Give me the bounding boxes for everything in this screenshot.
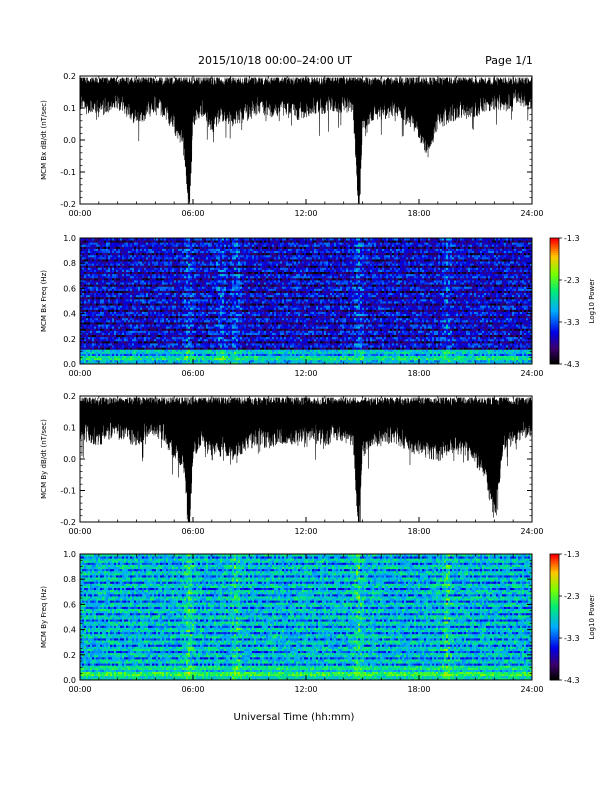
page-indicator: Page 1/1: [485, 54, 533, 67]
y-tick-label: 0.2: [63, 72, 76, 81]
figure: 2015/10/18 00:00–24:00 UT Page 1/1 00:00…: [0, 0, 612, 792]
y-tick-label: -0.1: [60, 168, 76, 177]
x-tick-label: 24:00: [520, 209, 543, 218]
x-tick-label: 00:00: [68, 209, 91, 218]
bx-dbdt-panel: 00:00 06:00 12:00 18:00 24:00 -0.2 -0.1 0.0 0.1 0…: [40, 72, 544, 218]
spectrogram-cells: [80, 238, 532, 364]
figure-title: 2015/10/18 00:00–24:00 UT: [198, 54, 352, 67]
x-tick-label: 06:00: [181, 209, 204, 218]
x-tick-label: 18:00: [407, 209, 430, 218]
y-axis-label: MCM Bx dB/dt (nT/sec): [40, 100, 48, 180]
y-tick-label: -0.2: [60, 200, 76, 209]
y-tick-label: 0.1: [63, 104, 76, 113]
x-tick-label: 12:00: [294, 209, 317, 218]
y-tick-label: 0.0: [63, 136, 76, 145]
